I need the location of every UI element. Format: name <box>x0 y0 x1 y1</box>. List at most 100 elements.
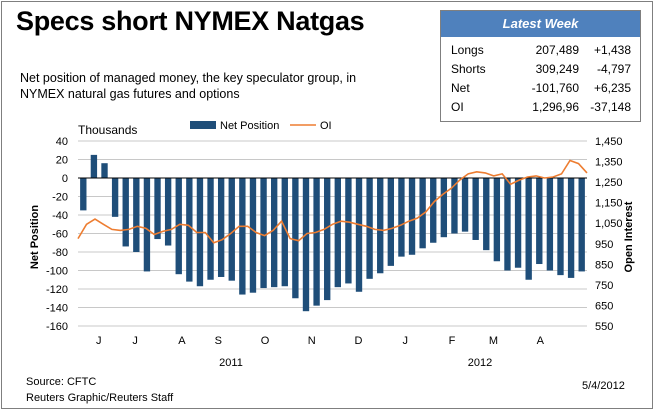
page-title: Specs short NYMEX Natgas <box>16 6 365 36</box>
y-tick-label: -40 <box>52 210 68 222</box>
row-value: 1,296,96 <box>532 100 579 114</box>
row-label: Shorts <box>451 62 486 76</box>
y2-tick-label: 950 <box>595 239 613 251</box>
net-position-bar <box>504 178 511 271</box>
net-position-bar <box>408 178 416 255</box>
net-position-bar <box>111 178 119 217</box>
net-position-bar <box>567 178 575 278</box>
y2-tick-label: 1,050 <box>595 218 623 230</box>
y-tick-label: -100 <box>46 266 68 278</box>
row-change: +6,235 <box>593 81 631 95</box>
net-position-bar <box>239 178 246 295</box>
x-tick-label: J <box>96 335 102 347</box>
net-position-bar <box>324 178 331 301</box>
x-tick-label: F <box>449 335 456 347</box>
axis-labels: 40 20 0 -20 -40 -60 -80 -100 -120 -140 -160 1,450 1,… <box>29 123 635 369</box>
row-change: -4,797 <box>596 62 631 76</box>
net-position-bar <box>207 178 214 280</box>
oi-line <box>77 159 588 244</box>
net-position-bar <box>440 178 448 238</box>
y-tick-label: -60 <box>52 229 68 241</box>
x-tick-label: J <box>132 335 138 347</box>
net-position-bar <box>493 178 501 262</box>
y-axis-title: Net Position <box>29 205 41 269</box>
latest-week-heading: Latest Week <box>441 11 640 37</box>
net-position-bar <box>387 178 394 266</box>
y-tick-label: 0 <box>62 173 68 185</box>
net-position-bar <box>292 178 299 299</box>
y2-tick-label: 850 <box>595 259 613 271</box>
row-label: Net <box>451 81 470 95</box>
net-position-bar <box>302 178 310 312</box>
net-position-bar <box>366 178 373 279</box>
y2-tick-label: 1,450 <box>595 136 623 148</box>
net-position-bar <box>483 178 490 251</box>
net-position-bar <box>345 178 352 284</box>
legend-label: Net Position <box>220 120 279 132</box>
oi-series-line <box>77 159 588 244</box>
chart-legend: Net Position OI <box>190 120 332 132</box>
credit-note: Reuters Graphic/Reuters Staff <box>26 392 174 404</box>
x-tick-label: M <box>489 335 498 347</box>
net-position-bar <box>419 178 426 249</box>
year-label: 2012 <box>468 357 492 369</box>
net-position-bar <box>281 178 288 287</box>
y-tick-label: -140 <box>46 303 68 315</box>
net-position-bar <box>472 178 479 240</box>
net-position-bar <box>546 178 554 271</box>
net-position-bar <box>260 178 267 289</box>
net-position-bar <box>377 178 384 274</box>
net-position-bar <box>514 178 522 268</box>
latest-week-row-shorts: Shorts 309,249 -4,797 <box>441 62 640 81</box>
net-position-bar <box>186 178 193 282</box>
x-tick-label: S <box>215 335 222 347</box>
grid-lines <box>78 140 587 327</box>
row-value: -101,760 <box>531 81 579 95</box>
units-label: Thousands <box>78 123 137 137</box>
latest-week-row-longs: Longs 207,489 +1,438 <box>441 43 640 62</box>
net-position-bar <box>271 178 278 288</box>
row-label: Longs <box>451 43 484 57</box>
y-tick-label: 40 <box>56 136 68 148</box>
net-position-bars <box>80 154 585 312</box>
latest-week-table: Latest Week Longs 207,489 +1,438 Shorts … <box>440 10 641 122</box>
net-position-bar <box>133 178 140 252</box>
x-tick-label: O <box>261 335 270 347</box>
x-tick-label: D <box>354 335 362 347</box>
y2-tick-label: 1,150 <box>595 198 623 210</box>
net-position-bar <box>175 178 182 275</box>
y-tick-label: 20 <box>56 155 68 167</box>
net-position-bar <box>122 178 129 247</box>
y-tick-label: -80 <box>52 247 68 259</box>
legend-bar-swatch <box>190 121 216 129</box>
y2-tick-label: 1,250 <box>595 177 623 189</box>
year-label: 2011 <box>219 357 243 369</box>
source-note: Source: CFTC <box>26 376 97 388</box>
y-tick-label: -160 <box>46 321 68 333</box>
net-position-bar <box>461 178 469 232</box>
latest-week-row-oi: OI 1,296,96 -37,148 <box>441 100 640 119</box>
latest-week-row-net: Net -101,760 +6,235 <box>441 81 640 100</box>
x-tick-label: N <box>308 335 316 347</box>
row-value: 309,249 <box>535 62 579 76</box>
net-position-bar <box>334 178 341 288</box>
net-position-bar <box>398 178 405 257</box>
x-tick-label: A <box>178 335 186 347</box>
y2-tick-label: 750 <box>595 280 613 292</box>
x-tick-label: A <box>537 335 545 347</box>
net-position-bar <box>154 178 161 240</box>
chart-subtitle: Net position of managed money, the key s… <box>20 71 357 101</box>
net-position-bar <box>536 178 543 265</box>
net-position-bar <box>430 178 437 243</box>
x-tick-label: J <box>402 335 408 347</box>
y2-tick-label: 1,350 <box>595 157 623 169</box>
y-tick-label: -20 <box>52 192 68 204</box>
net-position-bar <box>451 178 458 234</box>
y2-axis-title: Open Interest <box>623 201 635 272</box>
net-position-bar <box>557 178 564 276</box>
net-position-bar <box>101 163 108 178</box>
net-position-bar <box>249 178 257 293</box>
date-note: 5/4/2012 <box>582 380 625 392</box>
legend-label: OI <box>320 120 332 132</box>
